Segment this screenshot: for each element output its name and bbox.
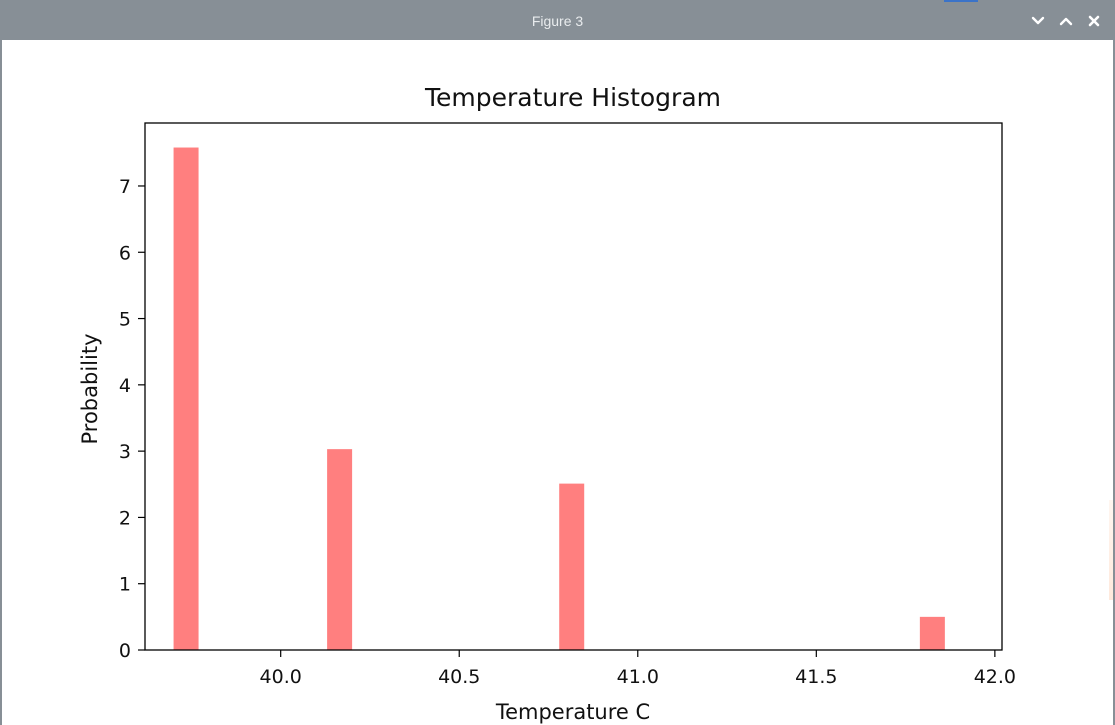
window-frame-top	[0, 0, 1115, 2]
x-tick-label: 41.5	[795, 666, 837, 688]
window-edge-shadow	[1109, 500, 1113, 600]
window-controls	[1027, 2, 1105, 40]
histogram-bar-3	[919, 616, 945, 650]
x-ticks-group: 40.0 40.5 41.0 41.5 42.0	[260, 650, 1016, 688]
window-frame-right	[1113, 0, 1115, 725]
x-tick-label: 42.0	[974, 666, 1016, 688]
y-tick-label: 5	[119, 309, 131, 331]
x-tick-label: 40.0	[260, 666, 302, 688]
chart-title: Temperature Histogram	[424, 83, 721, 112]
bars-group	[173, 147, 945, 650]
histogram-bar-0	[173, 147, 199, 650]
y-tick-label: 0	[119, 640, 131, 662]
y-tick-label: 3	[119, 441, 131, 463]
axes-frame	[144, 122, 1003, 651]
minimize-button[interactable]	[1027, 10, 1049, 32]
close-button[interactable]	[1083, 10, 1105, 32]
title-bar[interactable]: Figure 3	[2, 2, 1113, 40]
chevron-down-icon	[1031, 16, 1045, 25]
chevron-up-icon	[1059, 17, 1073, 26]
top-accent	[944, 0, 978, 2]
y-tick-label: 7	[119, 176, 131, 198]
window-title: Figure 3	[531, 13, 584, 29]
histogram-chart: 40.0 40.5 41.0 41.5 42.0 0 1 2 3 4 5 6 7 Temperatur…	[78, 83, 1016, 724]
maximize-button[interactable]	[1055, 10, 1077, 32]
y-tick-label: 2	[119, 507, 131, 529]
y-tick-label: 1	[119, 574, 131, 596]
close-icon	[1088, 15, 1100, 27]
x-tick-label: 41.0	[617, 666, 659, 688]
y-tick-label: 6	[119, 242, 131, 264]
histogram-bar-2	[559, 483, 585, 650]
y-tick-label: 4	[119, 375, 131, 397]
x-axis-label: Temperature C	[495, 700, 650, 724]
histogram-bar-1	[327, 449, 353, 650]
y-ticks-group: 0 1 2 3 4 5 6 7	[119, 176, 145, 662]
y-axis-label: Probability	[78, 333, 102, 444]
window-frame-left	[0, 0, 2, 725]
x-tick-label: 40.5	[438, 666, 480, 688]
